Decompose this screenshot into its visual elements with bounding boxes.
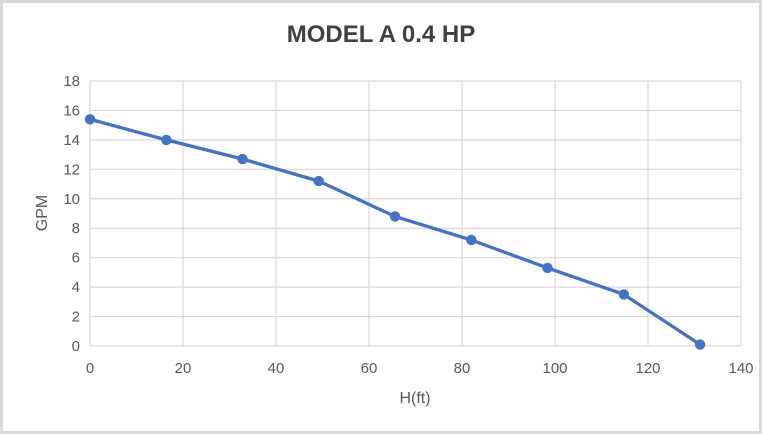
data-point-marker xyxy=(389,211,401,222)
y-tick-label: 2 xyxy=(72,309,80,326)
y-tick-label: 6 xyxy=(72,250,80,267)
y-tick-label: 16 xyxy=(63,102,80,119)
y-tick-label: 18 xyxy=(63,73,80,90)
y-tick-label: 0 xyxy=(72,338,80,355)
data-point-marker xyxy=(466,234,477,246)
y-tick-label: 8 xyxy=(72,220,80,237)
line-chart-plot-area: 0 2 4 6 8 10 12 14 16 18 0 20 40 60 80 100 120 140 xyxy=(63,73,753,377)
x-tick-label: 20 xyxy=(175,360,192,377)
data-point-marker xyxy=(618,289,630,300)
x-tick-label: 40 xyxy=(268,360,285,377)
x-tick-label: 100 xyxy=(542,360,567,377)
y-tick-label: 14 xyxy=(63,132,80,149)
y-tick-label: 10 xyxy=(63,191,80,208)
data-point-marker xyxy=(542,262,553,274)
data-point-marker xyxy=(313,175,324,187)
x-tick-label: 60 xyxy=(361,360,378,377)
y-axis-title: GPM xyxy=(34,194,51,232)
series-line xyxy=(88,117,702,347)
data-point-marker xyxy=(237,153,248,165)
x-tick-label: 140 xyxy=(728,360,753,377)
x-tick-label: 120 xyxy=(635,360,660,377)
y-tick-label: 12 xyxy=(63,161,80,178)
data-point-marker xyxy=(84,114,96,125)
data-point-marker xyxy=(161,134,172,146)
data-point-marker xyxy=(694,339,706,350)
x-tick-label: 0 xyxy=(86,360,94,377)
x-axis-title: H(ft) xyxy=(399,390,431,407)
chart-title: MODEL A 0.4 HP xyxy=(286,21,476,48)
x-tick-label: 80 xyxy=(454,360,471,377)
y-tick-label: 4 xyxy=(72,279,80,296)
